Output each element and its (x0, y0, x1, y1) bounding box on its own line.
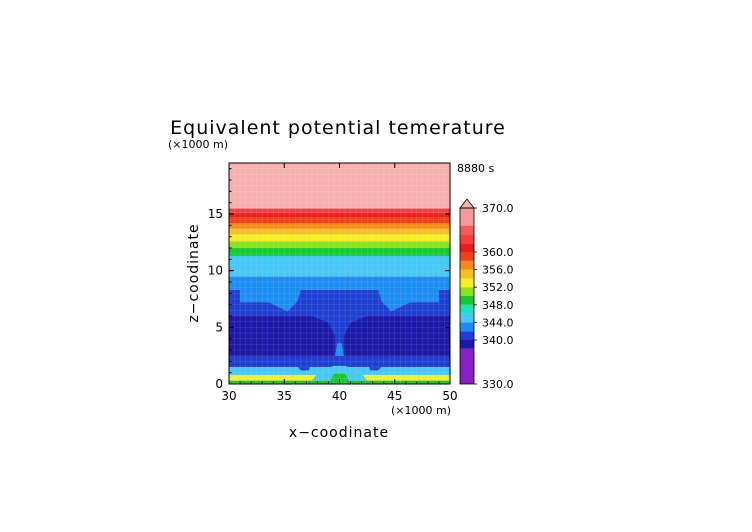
colorbar-tick-label: 356.0 (482, 264, 514, 277)
contour-band-7 (229, 255, 450, 277)
y-axis: 0 5 10 15 (208, 168, 450, 391)
contour-band-12 (229, 223, 450, 229)
contour-band-11 (229, 228, 450, 235)
colorbar-swatch-15 (460, 208, 474, 226)
x-tick-label: 50 (442, 389, 457, 403)
contour-band-9 (229, 241, 450, 248)
colorbar-swatch-7 (460, 287, 474, 296)
colorbar-swatch-2 (460, 331, 474, 340)
x-axis: 30 35 40 45 50 (221, 163, 458, 403)
colorbar-swatch-4 (460, 313, 474, 323)
colorbar-swatch-14 (460, 225, 474, 235)
colorbar-swatch-12 (460, 243, 474, 252)
time-label: 8880 s (457, 162, 494, 175)
colorbar-swatch-9 (460, 269, 474, 279)
chart-title: Equivalent potential temerature (170, 117, 506, 139)
plot-area (228, 162, 451, 385)
colorbar-frame (459, 207, 475, 385)
colorbar-swatch-3 (460, 322, 474, 332)
x-tick-label: 30 (221, 389, 236, 403)
contour-band-14 (229, 212, 450, 218)
colorbar-swatch-11 (460, 252, 474, 261)
y-tick-label: 0 (215, 377, 223, 391)
colorbar-tick-label: 360.0 (482, 246, 514, 259)
y-axis-label: z−coodinate (186, 223, 202, 322)
y-tick-label: 5 (215, 320, 223, 334)
contour-left-plume (240, 282, 301, 312)
contour-band-13 (229, 217, 450, 224)
colorbar-tick-label: 344.0 (482, 316, 514, 329)
x-tick-label: 45 (387, 389, 402, 403)
y-tick-label: 10 (208, 264, 223, 278)
colorbar-swatch-10 (460, 260, 474, 270)
colorbar-overflow-arrow (459, 198, 475, 209)
contour-dip-right (357, 356, 417, 371)
colorbar-tick-label: 348.0 (482, 299, 514, 312)
contour-band-16 (229, 163, 450, 209)
colorbar-tick-label: 340.0 (482, 334, 514, 347)
colorbar-tick-label: 352.0 (482, 281, 514, 294)
colorbar-swatch-1 (460, 340, 474, 349)
x-tick-label: 35 (277, 389, 292, 403)
contour-band-10 (229, 234, 450, 242)
grid-texture (229, 163, 450, 384)
contour-band-8 (229, 248, 450, 256)
colorbar-swatch-6 (460, 296, 474, 305)
x-tick-label: 40 (332, 389, 347, 403)
contour-central-base (311, 365, 368, 381)
contour-central-column (335, 343, 344, 356)
x-unit-label: (×1000 m) (391, 404, 451, 417)
contour-right-plume (378, 282, 439, 312)
colorbar-tick-label: 370.0 (482, 202, 514, 215)
contour-band-15 (229, 208, 450, 213)
contour-central-core (328, 373, 351, 384)
y-unit-label: (×1000 m) (168, 138, 228, 151)
colorbar-swatch-0 (460, 348, 474, 384)
contour-central-column-bg (300, 311, 379, 367)
colorbar-swatch-13 (460, 234, 474, 244)
contour-features (240, 282, 439, 384)
x-axis-label: x−coodinate (289, 425, 389, 441)
colorbar-swatch-8 (460, 278, 474, 288)
colorbar-tick-label: 330.0 (482, 378, 514, 391)
contour-dip-left (262, 356, 322, 371)
y-tick-label: 15 (208, 207, 223, 221)
colorbar: 370.0 360.0 356.0 352.0 348.0 344.0 340.0 330.0 (459, 198, 514, 391)
colorbar-swatch-5 (460, 304, 474, 314)
